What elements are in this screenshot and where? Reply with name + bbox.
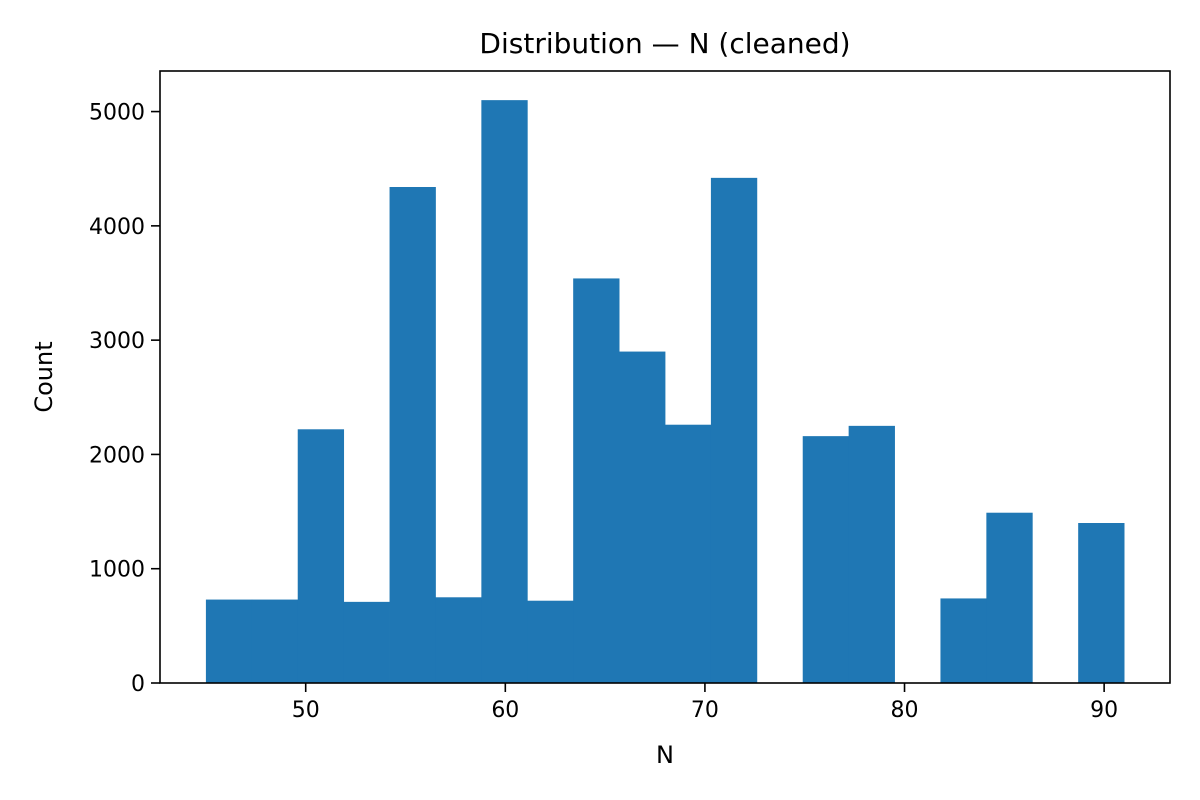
- histogram-bar-9: [619, 351, 666, 683]
- histogram-bar-5: [435, 597, 482, 683]
- x-tick-label: 50: [292, 698, 320, 723]
- histogram-bar-16: [940, 598, 987, 683]
- x-tick-label: 70: [691, 698, 719, 723]
- y-tick-label: 5000: [89, 101, 145, 126]
- y-tick-label: 0: [131, 672, 145, 697]
- y-tick-label: 1000: [89, 558, 145, 583]
- y-tick-label: 3000: [89, 329, 145, 354]
- histogram-bar-2: [297, 429, 345, 683]
- x-tick-label: 90: [1090, 698, 1118, 723]
- plot-frame: [159, 70, 1171, 684]
- histogram-bar-19: [1078, 523, 1125, 683]
- histogram-bar-13: [802, 436, 850, 683]
- bars-group: [205, 100, 1125, 684]
- x-axis: 50 60 70 80 90: [292, 683, 1118, 723]
- histogram-bar-11: [710, 177, 758, 684]
- histogram-bar-10: [665, 424, 712, 683]
- x-tick-label: 80: [891, 698, 919, 723]
- histogram-bar-8: [573, 278, 620, 683]
- chart-title: Distribution — N (cleaned): [479, 27, 850, 60]
- histogram-bar-14: [848, 425, 895, 683]
- histogram-bar-17: [986, 512, 1033, 683]
- x-axis-label: N: [656, 741, 674, 769]
- y-tick-label: 2000: [89, 443, 145, 468]
- x-tick-label: 60: [491, 698, 519, 723]
- y-axis-label: Count: [30, 341, 58, 412]
- histogram-bar-6: [481, 100, 528, 683]
- histogram-bar-7: [527, 600, 574, 683]
- histogram-bar-3: [343, 601, 390, 683]
- y-tick-label: 4000: [89, 215, 145, 240]
- histogram-bar-4: [389, 187, 436, 683]
- y-axis: 0 1000 2000 3000 4000 5000: [89, 101, 160, 697]
- histogram-bar-0: [205, 599, 253, 683]
- histogram-bar-1: [251, 599, 299, 683]
